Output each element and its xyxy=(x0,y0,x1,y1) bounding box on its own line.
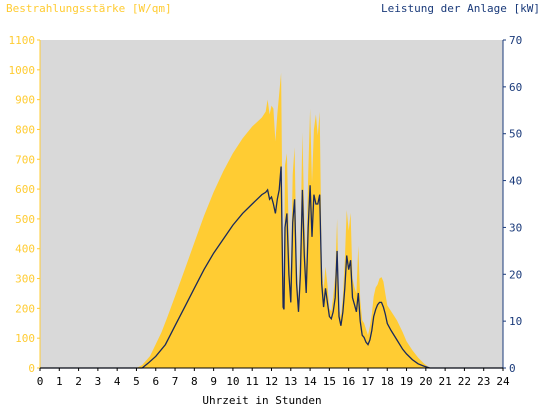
left-tick-label: 400 xyxy=(15,243,35,256)
x-tick-label: 0 xyxy=(37,375,44,388)
power-line xyxy=(40,166,503,369)
x-tick-label: 23 xyxy=(477,375,490,388)
left-tick-label: 300 xyxy=(15,273,35,286)
x-tick-label: 20 xyxy=(419,375,432,388)
left-tick-label: 1000 xyxy=(9,64,36,77)
x-tick-label: 16 xyxy=(342,375,355,388)
x-tick-label: 5 xyxy=(133,375,140,388)
left-tick-label: 800 xyxy=(15,123,35,136)
x-tick-label: 6 xyxy=(152,375,159,388)
right-axis-title: Leistung der Anlage [kW] xyxy=(381,2,540,15)
irradiance-area xyxy=(40,72,503,369)
left-tick-label: 700 xyxy=(15,153,35,166)
left-axis-title: Bestrahlungsstärke [W/qm] xyxy=(6,2,172,15)
right-tick-label: 10 xyxy=(509,315,522,328)
right-tick-label: 70 xyxy=(509,34,522,47)
right-tick-label: 60 xyxy=(509,81,522,94)
axes: 0100200300400500600700800900100011000102… xyxy=(9,34,523,388)
x-tick-label: 2 xyxy=(75,375,82,388)
x-tick-label: 21 xyxy=(439,375,452,388)
right-tick-label: 30 xyxy=(509,221,522,234)
x-tick-label: 17 xyxy=(361,375,374,388)
left-tick-label: 200 xyxy=(15,302,35,315)
x-tick-label: 13 xyxy=(284,375,297,388)
x-tick-label: 7 xyxy=(172,375,179,388)
right-tick-label: 40 xyxy=(509,175,522,188)
x-tick-label: 3 xyxy=(95,375,102,388)
x-tick-label: 8 xyxy=(191,375,198,388)
x-tick-label: 18 xyxy=(381,375,394,388)
x-tick-label: 1 xyxy=(56,375,63,388)
x-tick-label: 15 xyxy=(323,375,336,388)
left-tick-label: 0 xyxy=(28,362,35,375)
x-tick-label: 22 xyxy=(458,375,471,388)
x-tick-label: 14 xyxy=(303,375,317,388)
right-tick-label: 0 xyxy=(509,362,516,375)
x-tick-label: 19 xyxy=(400,375,413,388)
x-tick-label: 24 xyxy=(496,375,510,388)
x-tick-label: 4 xyxy=(114,375,121,388)
left-tick-label: 100 xyxy=(15,332,35,345)
right-tick-label: 50 xyxy=(509,128,522,141)
x-tick-label: 12 xyxy=(265,375,278,388)
left-tick-label: 1100 xyxy=(9,34,36,47)
right-tick-label: 20 xyxy=(509,268,522,281)
x-tick-label: 9 xyxy=(210,375,217,388)
left-tick-label: 600 xyxy=(15,183,35,196)
left-tick-label: 500 xyxy=(15,213,35,226)
left-tick-label: 900 xyxy=(15,94,35,107)
x-tick-label: 11 xyxy=(246,375,259,388)
x-tick-label: 10 xyxy=(226,375,239,388)
x-axis-title: Uhrzeit in Stunden xyxy=(202,394,321,407)
